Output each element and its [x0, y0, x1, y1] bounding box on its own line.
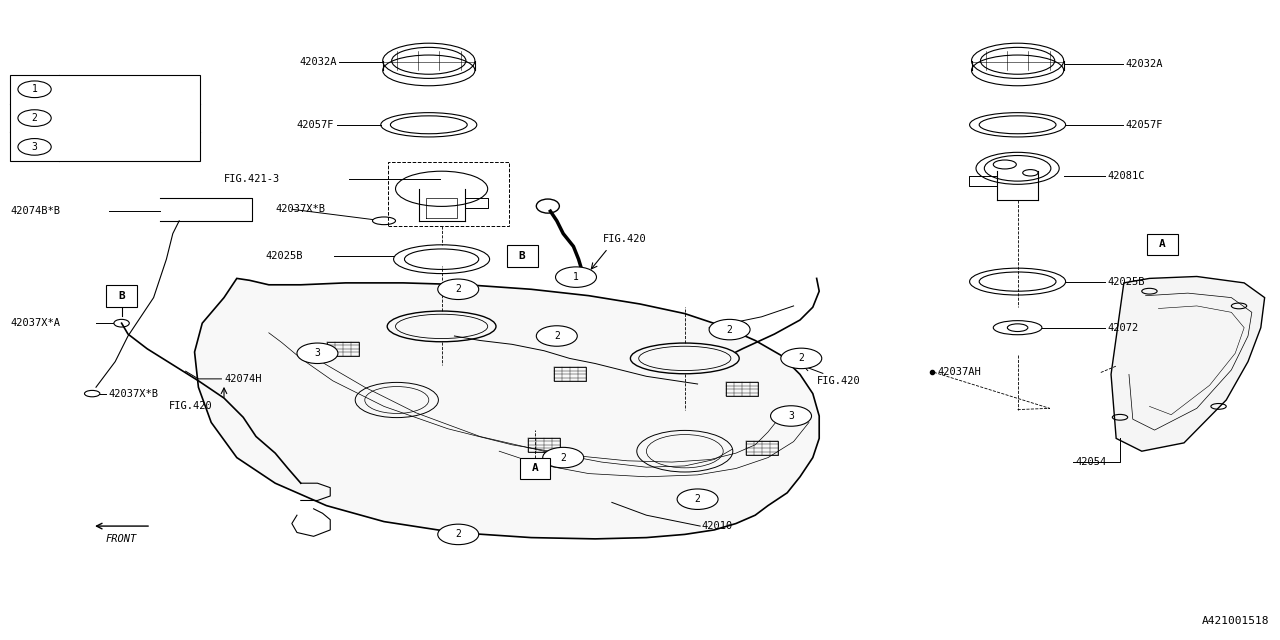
Text: 42025B: 42025B	[1107, 276, 1144, 287]
Text: B: B	[118, 291, 125, 301]
Text: 42037AH: 42037AH	[937, 367, 980, 378]
Text: 2: 2	[32, 113, 37, 123]
Text: 3: 3	[788, 411, 794, 421]
Text: 2: 2	[727, 324, 732, 335]
Circle shape	[297, 343, 338, 364]
Circle shape	[438, 524, 479, 545]
Text: 42037X*B: 42037X*B	[275, 204, 325, 214]
Text: 42037X*A: 42037X*A	[10, 318, 60, 328]
Circle shape	[18, 138, 51, 155]
Polygon shape	[195, 278, 819, 539]
Text: 3: 3	[32, 142, 37, 152]
Text: FRONT: FRONT	[106, 534, 137, 545]
Text: 42057F: 42057F	[1125, 120, 1162, 130]
Text: 42081C: 42081C	[1107, 171, 1144, 181]
Circle shape	[536, 326, 577, 346]
Text: 42074H: 42074H	[224, 374, 261, 384]
Circle shape	[543, 447, 584, 468]
Text: 2: 2	[695, 494, 700, 504]
Bar	[507, 245, 538, 267]
Circle shape	[438, 279, 479, 300]
Bar	[520, 458, 550, 479]
Bar	[1147, 234, 1178, 255]
Text: 2: 2	[799, 353, 804, 364]
Text: B: B	[518, 251, 526, 261]
Text: 2: 2	[456, 529, 461, 540]
Bar	[10, 75, 200, 161]
Text: 42074B*B: 42074B*B	[10, 206, 60, 216]
Bar	[388, 162, 509, 226]
Bar	[727, 382, 758, 396]
Text: A421001518: A421001518	[1202, 616, 1270, 626]
Text: 42010: 42010	[701, 521, 732, 531]
Text: 42037X*B: 42037X*B	[109, 388, 159, 399]
Polygon shape	[1111, 276, 1265, 451]
Circle shape	[556, 267, 596, 287]
Bar	[529, 438, 561, 452]
Circle shape	[709, 319, 750, 340]
Bar	[106, 285, 137, 307]
Text: 42072: 42072	[1107, 323, 1138, 333]
Bar	[554, 367, 586, 381]
Text: A: A	[531, 463, 539, 474]
Text: 42037C*B: 42037C*B	[67, 84, 116, 94]
Text: FIG.421-3: FIG.421-3	[224, 174, 280, 184]
Circle shape	[677, 489, 718, 509]
Text: FIG.420: FIG.420	[603, 234, 646, 244]
Text: 1: 1	[573, 272, 579, 282]
Text: 1: 1	[32, 84, 37, 94]
Text: 42043: 42043	[67, 142, 97, 152]
Bar	[328, 342, 360, 356]
Text: 42025B: 42025B	[265, 251, 302, 261]
Text: 2: 2	[456, 284, 461, 294]
Bar	[745, 441, 778, 455]
Circle shape	[18, 110, 51, 127]
Text: 42076Z: 42076Z	[710, 323, 748, 333]
Circle shape	[18, 81, 51, 98]
Text: 42043J: 42043J	[67, 113, 104, 123]
Text: 42054: 42054	[1075, 457, 1106, 467]
Text: 42057F: 42057F	[297, 120, 334, 130]
Text: 2: 2	[561, 452, 566, 463]
Circle shape	[771, 406, 812, 426]
Text: 2: 2	[554, 331, 559, 341]
Circle shape	[781, 348, 822, 369]
Text: 3: 3	[315, 348, 320, 358]
Text: FIG.420: FIG.420	[169, 401, 212, 412]
Text: 42032A: 42032A	[300, 57, 337, 67]
Text: FIG.420: FIG.420	[817, 376, 860, 386]
Text: A: A	[1158, 239, 1166, 250]
Text: 42032A: 42032A	[1125, 59, 1162, 69]
